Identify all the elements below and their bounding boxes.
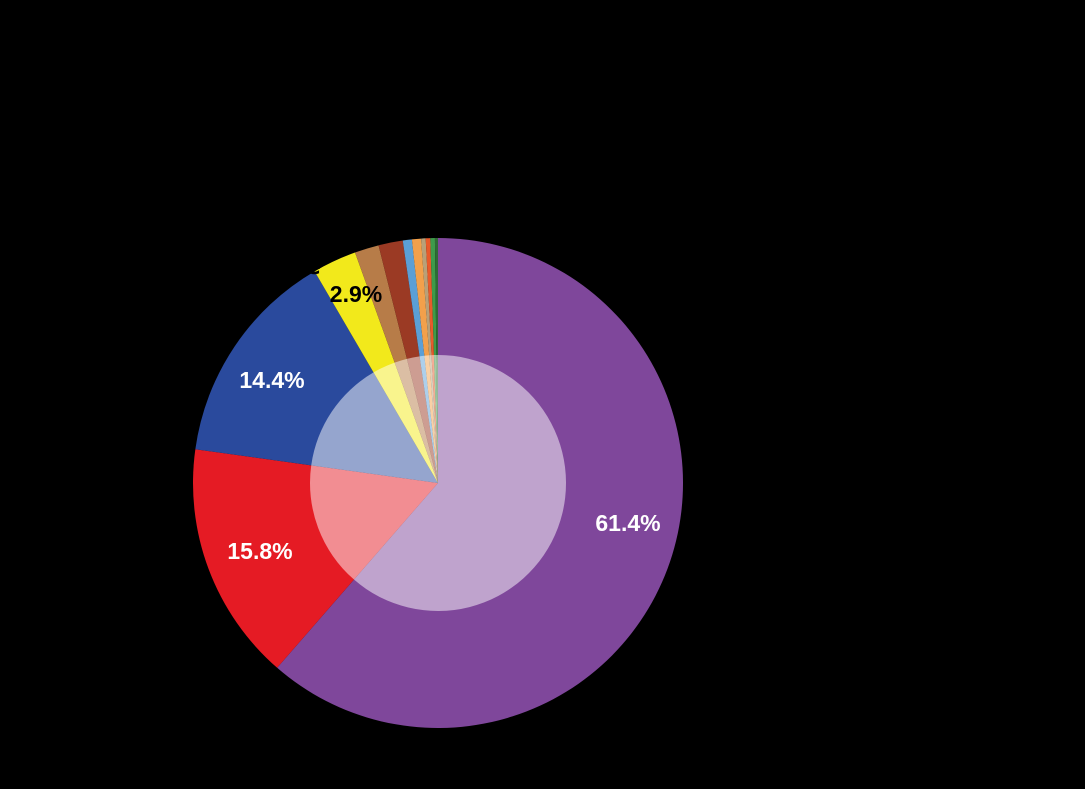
leader-line-12 bbox=[367, 71, 776, 241]
slice-number-4-circle bbox=[778, 223, 802, 247]
slice-label-5: Contraflow bbox=[813, 196, 893, 211]
slice-label-3: Conventional w Sharrow bbox=[813, 130, 992, 145]
leader-lines bbox=[335, 39, 776, 269]
slice-number-12-circle bbox=[778, 60, 802, 84]
pie-inner-slice-2 bbox=[436, 355, 438, 483]
slice-number-8-circle bbox=[2, 553, 26, 577]
slice-number-3: 3 bbox=[786, 130, 794, 145]
slice-label-12: Two Way Separated Bike Lane bbox=[813, 66, 1033, 81]
pct-label-8: 15.8% bbox=[227, 538, 292, 564]
slice-number-8: 8 bbox=[10, 559, 18, 574]
slice-label-10: Separated Bike Lane bbox=[76, 255, 321, 279]
slice-label-6: Sharrow bbox=[108, 362, 207, 386]
slice-label-8: Paint Buffered bbox=[32, 554, 202, 578]
pie-inner-slice-4 bbox=[433, 355, 438, 483]
slice-number-9: 9 bbox=[786, 163, 794, 178]
pie-inner-slice-6 bbox=[311, 372, 438, 483]
slice-number-1-circle bbox=[693, 514, 717, 538]
pie-inner-slice-7 bbox=[419, 355, 438, 483]
pie-inner-slice-3 bbox=[424, 355, 438, 483]
slice-label-9: Paint Buffered w Conventional bbox=[813, 163, 1036, 178]
slice-number-10-circle bbox=[44, 254, 68, 278]
slice-number-5: 5 bbox=[786, 196, 794, 211]
slice-number-5-circle bbox=[778, 190, 802, 214]
pie-inner-slice-1 bbox=[353, 355, 567, 611]
slice-number-1: 1 bbox=[701, 520, 709, 535]
slice-number-6: 6 bbox=[86, 367, 94, 382]
slice-label-2: Conventional & Dashed Bike Lane bbox=[813, 262, 1060, 277]
slice-number-11: 11 bbox=[783, 34, 797, 47]
pie-inner-slice-11 bbox=[394, 358, 438, 483]
pie-inner-slice-9 bbox=[429, 355, 438, 483]
slice-label-1: Conventional bbox=[727, 515, 883, 539]
slice-number-2: 2 bbox=[786, 262, 794, 277]
slice-label-11: One Way Separated Bike Lane bbox=[813, 34, 1034, 49]
pie-inner-slices bbox=[309, 355, 567, 611]
slice-label-4: Dashed Bike Lane bbox=[813, 229, 944, 244]
pct-label-10: 2.9% bbox=[330, 281, 382, 307]
pct-label-1: 61.4% bbox=[595, 510, 660, 536]
pct-label-6: 14.4% bbox=[239, 367, 304, 393]
slice-number-10: 10 bbox=[49, 260, 63, 273]
slice-number-12: 12 bbox=[783, 66, 797, 79]
pie-inner-slice-12 bbox=[406, 356, 438, 483]
leader-line-5 bbox=[427, 172, 776, 237]
pie-inner-slice-5 bbox=[431, 355, 438, 483]
slice-number-7-circle bbox=[778, 92, 802, 116]
slice-label-7: Bus Bike Lane bbox=[813, 98, 916, 113]
slice-number-2-circle bbox=[778, 256, 802, 280]
slice-labels: 61.4% 1 Conventional 15.8% 8 Paint Buffered 14… bbox=[2, 28, 1060, 578]
leader-line-7 bbox=[392, 103, 776, 238]
pie-inner-slice-8 bbox=[309, 465, 438, 580]
slice-number-3-circle bbox=[778, 124, 802, 148]
leader-line-2 bbox=[435, 180, 776, 269]
leader-line-4 bbox=[432, 176, 776, 237]
leader-line-11 bbox=[335, 39, 776, 247]
slice-number-4: 4 bbox=[786, 229, 794, 244]
pie-inner-slice-10 bbox=[373, 362, 438, 483]
slice-number-7: 7 bbox=[786, 98, 794, 113]
slice-number-9-circle bbox=[778, 157, 802, 181]
slice-number-6-circle bbox=[78, 361, 102, 385]
slice-number-11-circle bbox=[778, 28, 802, 52]
leader-line-9 bbox=[422, 167, 776, 237]
leader-line-3 bbox=[409, 135, 776, 238]
